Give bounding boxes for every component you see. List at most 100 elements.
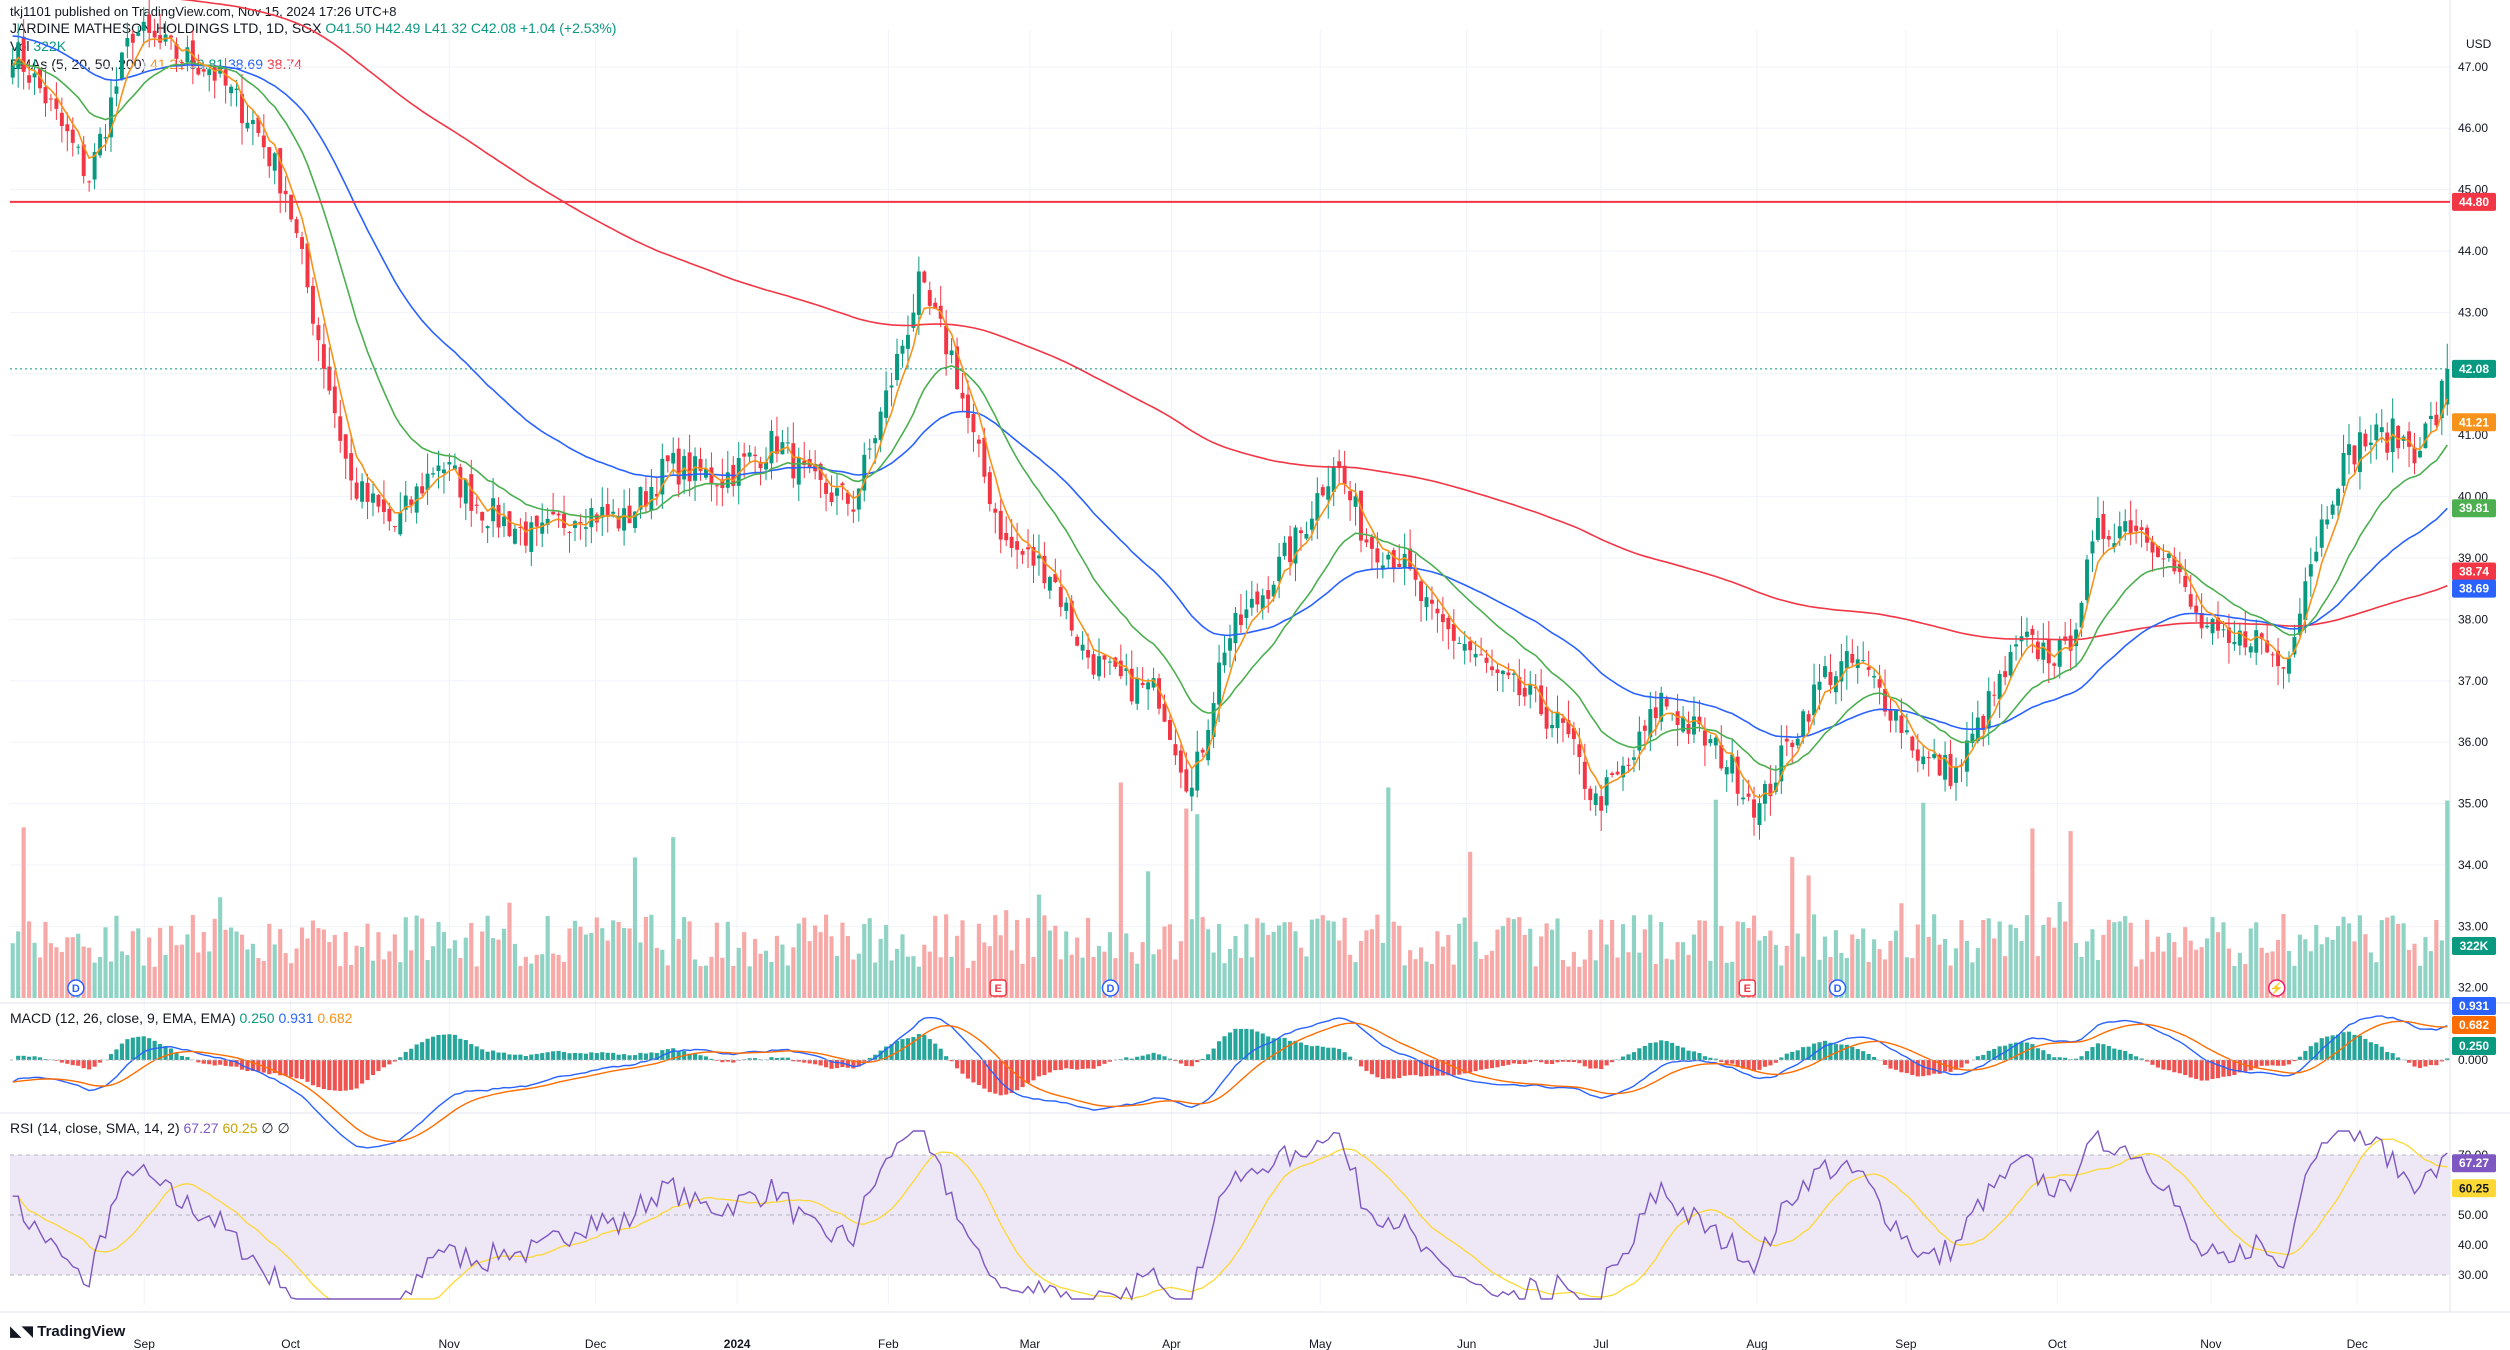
candle-body — [2248, 646, 2253, 653]
candle-body — [676, 448, 681, 485]
volume-bar — [158, 927, 163, 998]
macd-histogram-bar — [1489, 1060, 1495, 1069]
volume-bar — [2068, 831, 2073, 998]
candle-body — [1211, 703, 1216, 737]
volume-bar — [1511, 919, 1516, 998]
candle-body — [824, 482, 829, 494]
macd-histogram-bar — [283, 1060, 288, 1076]
candle-body — [1113, 657, 1118, 667]
volume-bar — [1811, 914, 1817, 998]
volume-bar — [1751, 915, 1757, 998]
macd-legend[interactable]: MACD (12, 26, close, 9, EMA, EMA) 0.250 … — [10, 1010, 352, 1026]
volume-bar — [1593, 960, 1598, 998]
macd-histogram-bar — [305, 1060, 310, 1082]
macd-histogram-bar — [1948, 1060, 1953, 1072]
candle-body — [1571, 727, 1576, 740]
candle-body — [2418, 450, 2422, 458]
volume-bar — [1986, 918, 1991, 998]
candle-body — [1582, 761, 1587, 789]
volume-bar — [1348, 954, 1353, 998]
volume-bar — [1364, 930, 1369, 998]
candle-body — [1522, 687, 1527, 697]
volume-bar — [1533, 966, 1538, 998]
candle-body — [900, 345, 905, 354]
macd-histogram-bar — [993, 1060, 998, 1094]
macd-histogram-bar — [2308, 1046, 2313, 1060]
volume-bar — [2139, 959, 2144, 998]
volume-bar — [2084, 941, 2090, 998]
volume-bar — [474, 966, 479, 998]
macd-histogram-bar — [1238, 1028, 1243, 1060]
macd-histogram-bar — [1206, 1054, 1211, 1060]
volume-bar — [441, 932, 447, 998]
macd-histogram-bar — [2095, 1043, 2100, 1060]
candle-body — [1921, 756, 1926, 765]
volume-bar — [2205, 938, 2210, 998]
macd-histogram-bar — [1408, 1060, 1413, 1076]
candle-body — [1954, 766, 1958, 783]
volume-bar — [1872, 939, 1877, 998]
candle-body — [1773, 782, 1778, 792]
volume-bar — [1937, 944, 1942, 998]
macd-histogram-bar — [343, 1060, 348, 1091]
macd-histogram-bar — [1741, 1060, 1746, 1069]
volume-bar — [1735, 921, 1740, 998]
macd-histogram-bar — [1828, 1042, 1833, 1060]
macd-histogram-bar — [2205, 1060, 2210, 1081]
macd-histogram-bar — [1751, 1060, 1757, 1071]
volume-bar — [1320, 915, 1325, 998]
macd-hist-value: 0.250 — [239, 1010, 275, 1026]
candle-body — [441, 469, 446, 474]
macd-histogram-bar — [2090, 1047, 2095, 1060]
candle-body — [1288, 536, 1293, 563]
macd-histogram-bar — [1386, 1060, 1391, 1079]
macd-histogram-bar — [1473, 1060, 1478, 1072]
volume-bar — [168, 925, 174, 998]
candle-body — [1451, 624, 1456, 641]
candle-body — [1653, 707, 1658, 719]
macd-histogram-bar — [1544, 1060, 1549, 1064]
ema-tag-bg — [2452, 413, 2496, 432]
candle-body — [2439, 380, 2444, 419]
volume-bar — [954, 935, 960, 998]
macd-histogram-bar — [960, 1060, 965, 1074]
rsi-legend[interactable]: RSI (14, close, SMA, 14, 2) 67.27 60.25 … — [10, 1120, 290, 1137]
candle-body — [229, 86, 234, 94]
volume-bar — [1025, 918, 1031, 998]
volume-bar — [43, 921, 48, 998]
ohlc-high: H42.49 — [375, 20, 421, 36]
macd-histogram-bar — [2363, 1038, 2368, 1060]
volume-bar — [92, 962, 97, 998]
volume-bar — [1009, 950, 1014, 998]
volume-bar — [1844, 957, 1849, 998]
volume-bar — [2330, 939, 2335, 998]
macd-histogram-bar — [1277, 1037, 1282, 1060]
macd-histogram-bar — [1086, 1060, 1091, 1069]
macd-tag-bg — [2452, 1037, 2496, 1055]
macd-histogram-bar — [1440, 1060, 1445, 1076]
candle-body — [1910, 736, 1915, 751]
volume-bar — [1801, 956, 1806, 998]
volume-bar — [905, 956, 911, 998]
macd-histogram-bar — [627, 1055, 632, 1060]
volume-bar — [272, 944, 277, 998]
volume-bar — [534, 954, 539, 998]
volume-bar — [218, 897, 223, 998]
macd-histogram-bar — [458, 1038, 463, 1060]
macd-histogram-bar — [1746, 1060, 1751, 1070]
candle-body — [1369, 537, 1374, 549]
level-tag-bg — [2452, 192, 2496, 211]
macd-histogram-bar — [884, 1046, 889, 1060]
volume-bar — [1342, 917, 1347, 998]
ema-lines — [12, 0, 2449, 799]
candle-body — [1850, 653, 1855, 663]
volume-bar — [2352, 941, 2357, 998]
macd-histogram-bar — [1195, 1060, 1200, 1063]
volume-bar — [758, 953, 763, 998]
macd-histogram-bar — [1271, 1038, 1276, 1060]
candle-body — [2407, 431, 2412, 447]
volume-bar — [1255, 918, 1260, 998]
candle-body — [764, 461, 768, 470]
macd-histogram-bar — [441, 1034, 447, 1060]
